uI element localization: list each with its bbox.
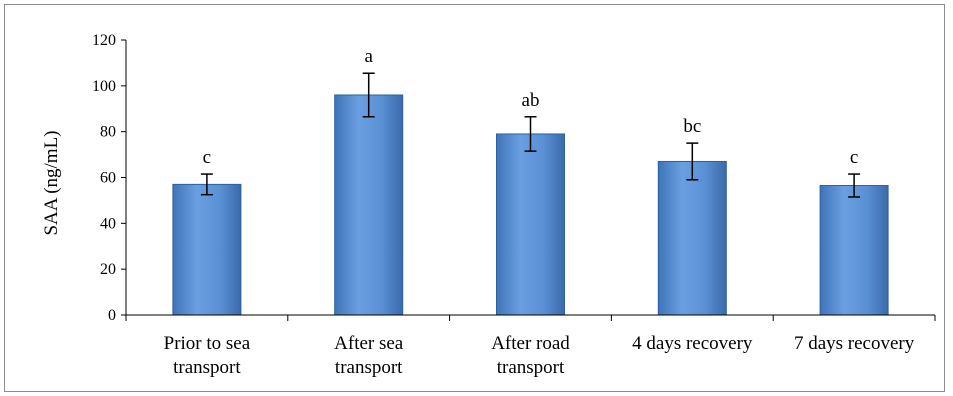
- x-tick-label: Prior to sea: [164, 333, 251, 354]
- y-tick-label: 100: [92, 78, 116, 95]
- x-tick-label: 7 days recovery: [794, 333, 915, 354]
- y-tick-label: 0: [108, 307, 116, 324]
- significance-label: a: [364, 46, 373, 67]
- x-axis-labels: Prior to sea transport After sea transport A…: [164, 333, 915, 378]
- x-tick-label: 4 days recovery: [632, 333, 753, 354]
- y-axis-ticks: 0 20 40 60 80 100 120: [92, 32, 126, 324]
- x-tick-label: transport: [497, 357, 565, 378]
- bars: [172, 94, 889, 316]
- x-tick-label: After sea: [334, 333, 404, 354]
- x-tick-label: After road: [491, 333, 570, 354]
- x-tick-label: transport: [173, 357, 241, 378]
- significance-label: c: [850, 147, 858, 168]
- significance-labels: c a ab bc c: [203, 46, 859, 168]
- y-tick-label: 20: [100, 261, 116, 278]
- y-axis-title: SAA (ng/mL): [41, 130, 62, 235]
- significance-label: c: [203, 147, 211, 168]
- chart-frame: 0 20 40 60 80 100 120 c a ab bc c Prior to sea tran…: [4, 4, 945, 392]
- bar: [334, 94, 404, 316]
- y-tick-label: 40: [100, 215, 116, 232]
- bar: [496, 133, 565, 316]
- x-tick-label: transport: [335, 357, 403, 378]
- bar: [172, 183, 242, 316]
- significance-label: bc: [683, 116, 701, 137]
- error-bars: [200, 72, 861, 198]
- axes: [125, 40, 936, 321]
- significance-label: ab: [522, 90, 540, 111]
- bar: [657, 160, 727, 316]
- bar: [819, 185, 889, 316]
- y-tick-label: 120: [92, 32, 116, 49]
- y-tick-label: 60: [100, 170, 116, 187]
- y-tick-label: 80: [100, 124, 116, 141]
- bar-chart: 0 20 40 60 80 100 120 c a ab bc c Prior to sea tran…: [41, 32, 936, 378]
